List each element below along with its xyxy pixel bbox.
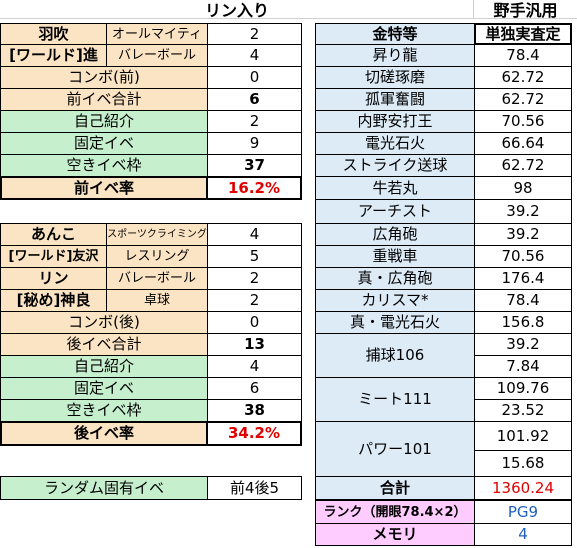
pre-name-1[interactable]: 羽吹	[0, 23, 107, 45]
skill-val[interactable]: 39.2	[474, 223, 572, 246]
sheet-title: リン入り	[204, 1, 269, 20]
skill-name[interactable]: 電光石火	[315, 132, 475, 155]
post-free-slots-val[interactable]: 38	[207, 399, 302, 422]
rank-val[interactable]: PG9	[474, 500, 572, 524]
skill-merged-name[interactable]: ミート111	[315, 377, 475, 422]
skill-name[interactable]: 孤軍奮闘	[315, 88, 475, 111]
post-fixed-label[interactable]: 固定イベ	[0, 377, 208, 400]
post-rate-val[interactable]: 34.2%	[206, 421, 302, 446]
skill-val[interactable]: 78.4	[474, 44, 572, 67]
skill-val[interactable]: 62.72	[474, 88, 572, 111]
post-type-2[interactable]: レスリング	[106, 245, 208, 268]
skill-name[interactable]: ストライク送球	[315, 154, 475, 177]
random-event-label[interactable]: ランダム固有イベ	[0, 476, 208, 500]
skill-name[interactable]: 切磋琢磨	[315, 66, 475, 89]
post-type-1[interactable]: スポーツクライミング	[106, 223, 208, 246]
skills-header-val[interactable]: 単独実査定	[474, 23, 572, 45]
pre-combo-val[interactable]: 0	[207, 66, 302, 89]
skill-val[interactable]: 156.8	[474, 311, 572, 334]
post-rate-label[interactable]: 後イベ率	[0, 421, 208, 446]
skill-name[interactable]: 牛若丸	[315, 176, 475, 200]
skill-name[interactable]: 内野安打王	[315, 110, 475, 133]
skill-merged-val[interactable]: 23.52	[474, 399, 572, 422]
pre-rate-val[interactable]: 16.2%	[206, 176, 302, 200]
skills-header-name[interactable]: 金特等	[315, 23, 475, 45]
skill-val[interactable]: 70.56	[474, 245, 572, 268]
skill-merged-name[interactable]: パワー101	[315, 421, 475, 477]
skill-name[interactable]: 広角砲	[315, 223, 475, 246]
pre-rate-label[interactable]: 前イベ率	[0, 176, 208, 200]
post-combo-val[interactable]: 0	[207, 311, 302, 334]
post-type-3[interactable]: バレーボール	[106, 267, 208, 290]
post-name-1[interactable]: あんこ	[0, 223, 107, 246]
memory-label[interactable]: メモリ	[315, 523, 475, 546]
grid-line	[0, 18, 577, 19]
skill-name[interactable]: 重戦車	[315, 245, 475, 268]
rank-label[interactable]: ランク（開眼78.4×2）	[315, 500, 475, 524]
skill-val[interactable]: 176.4	[474, 267, 572, 290]
pre-type-2[interactable]: バレーボール	[106, 44, 208, 67]
post-name-4[interactable]: [秘め]神良	[0, 289, 107, 312]
pre-total-label[interactable]: 前イベ合計	[0, 88, 208, 111]
post-val-2[interactable]: 5	[207, 245, 302, 268]
post-total-label[interactable]: 後イベ合計	[0, 333, 208, 356]
skill-merged-val[interactable]: 101.92	[474, 421, 572, 451]
post-type-4[interactable]: 卓球	[106, 289, 208, 312]
skill-val[interactable]: 78.4	[474, 289, 572, 312]
pre-val-2[interactable]: 4	[207, 44, 302, 67]
pre-intro-val[interactable]: 2	[207, 110, 302, 133]
skill-val[interactable]: 66.64	[474, 132, 572, 155]
pre-fixed-val[interactable]: 9	[207, 132, 302, 155]
post-intro-val[interactable]: 4	[207, 355, 302, 378]
skill-name[interactable]: カリスマ*	[315, 289, 475, 312]
skill-val[interactable]: 70.56	[474, 110, 572, 133]
post-free-slots-label[interactable]: 空きイベ枠	[0, 399, 208, 422]
skill-val[interactable]: 62.72	[474, 66, 572, 89]
post-name-3[interactable]: リン	[0, 267, 107, 290]
skill-val[interactable]: 62.72	[474, 154, 572, 177]
pre-combo-label[interactable]: コンボ(前)	[0, 66, 208, 89]
skill-merged-val[interactable]: 7.84	[474, 355, 572, 378]
pre-type-1[interactable]: オールマイティ	[106, 23, 208, 45]
skill-merged-val[interactable]: 109.76	[474, 377, 572, 400]
skill-name[interactable]: アーチスト	[315, 199, 475, 224]
post-fixed-val[interactable]: 6	[207, 377, 302, 400]
pre-free-slots-val[interactable]: 37	[207, 154, 302, 177]
pre-total-val[interactable]: 6	[207, 88, 302, 111]
post-val-4[interactable]: 2	[207, 289, 302, 312]
post-combo-label[interactable]: コンボ(後)	[0, 311, 208, 334]
post-name-2[interactable]: [ワールド]友沢	[0, 245, 107, 268]
pre-fixed-label[interactable]: 固定イベ	[0, 132, 208, 155]
skill-name[interactable]: 昇り龍	[315, 44, 475, 67]
pre-free-slots-label[interactable]: 空きイベ枠	[0, 154, 208, 177]
pre-val-1[interactable]: 2	[207, 23, 302, 45]
post-intro-label[interactable]: 自己紹介	[0, 355, 208, 378]
skill-merged-val[interactable]: 39.2	[474, 333, 572, 356]
memory-val[interactable]: 4	[474, 523, 572, 546]
random-event-val[interactable]: 前4後5	[207, 476, 302, 500]
skill-name[interactable]: 真・電光石火	[315, 311, 475, 334]
skill-merged-name[interactable]: 捕球106	[315, 333, 475, 378]
total-val[interactable]: 1360.24	[474, 476, 572, 500]
skill-val[interactable]: 98	[474, 176, 572, 200]
skill-val[interactable]: 39.2	[474, 199, 572, 224]
pre-intro-label[interactable]: 自己紹介	[0, 110, 208, 133]
post-val-3[interactable]: 2	[207, 267, 302, 290]
total-label[interactable]: 合計	[315, 476, 475, 500]
skill-name[interactable]: 真・広角砲	[315, 267, 475, 290]
right-title: 野手汎用	[493, 1, 558, 20]
pre-name-2[interactable]: [ワールド]進	[0, 44, 107, 67]
post-total-val[interactable]: 13	[207, 333, 302, 356]
skill-merged-val[interactable]: 15.68	[474, 450, 572, 477]
post-val-1[interactable]: 4	[207, 223, 302, 246]
grid-line	[473, 0, 474, 18]
